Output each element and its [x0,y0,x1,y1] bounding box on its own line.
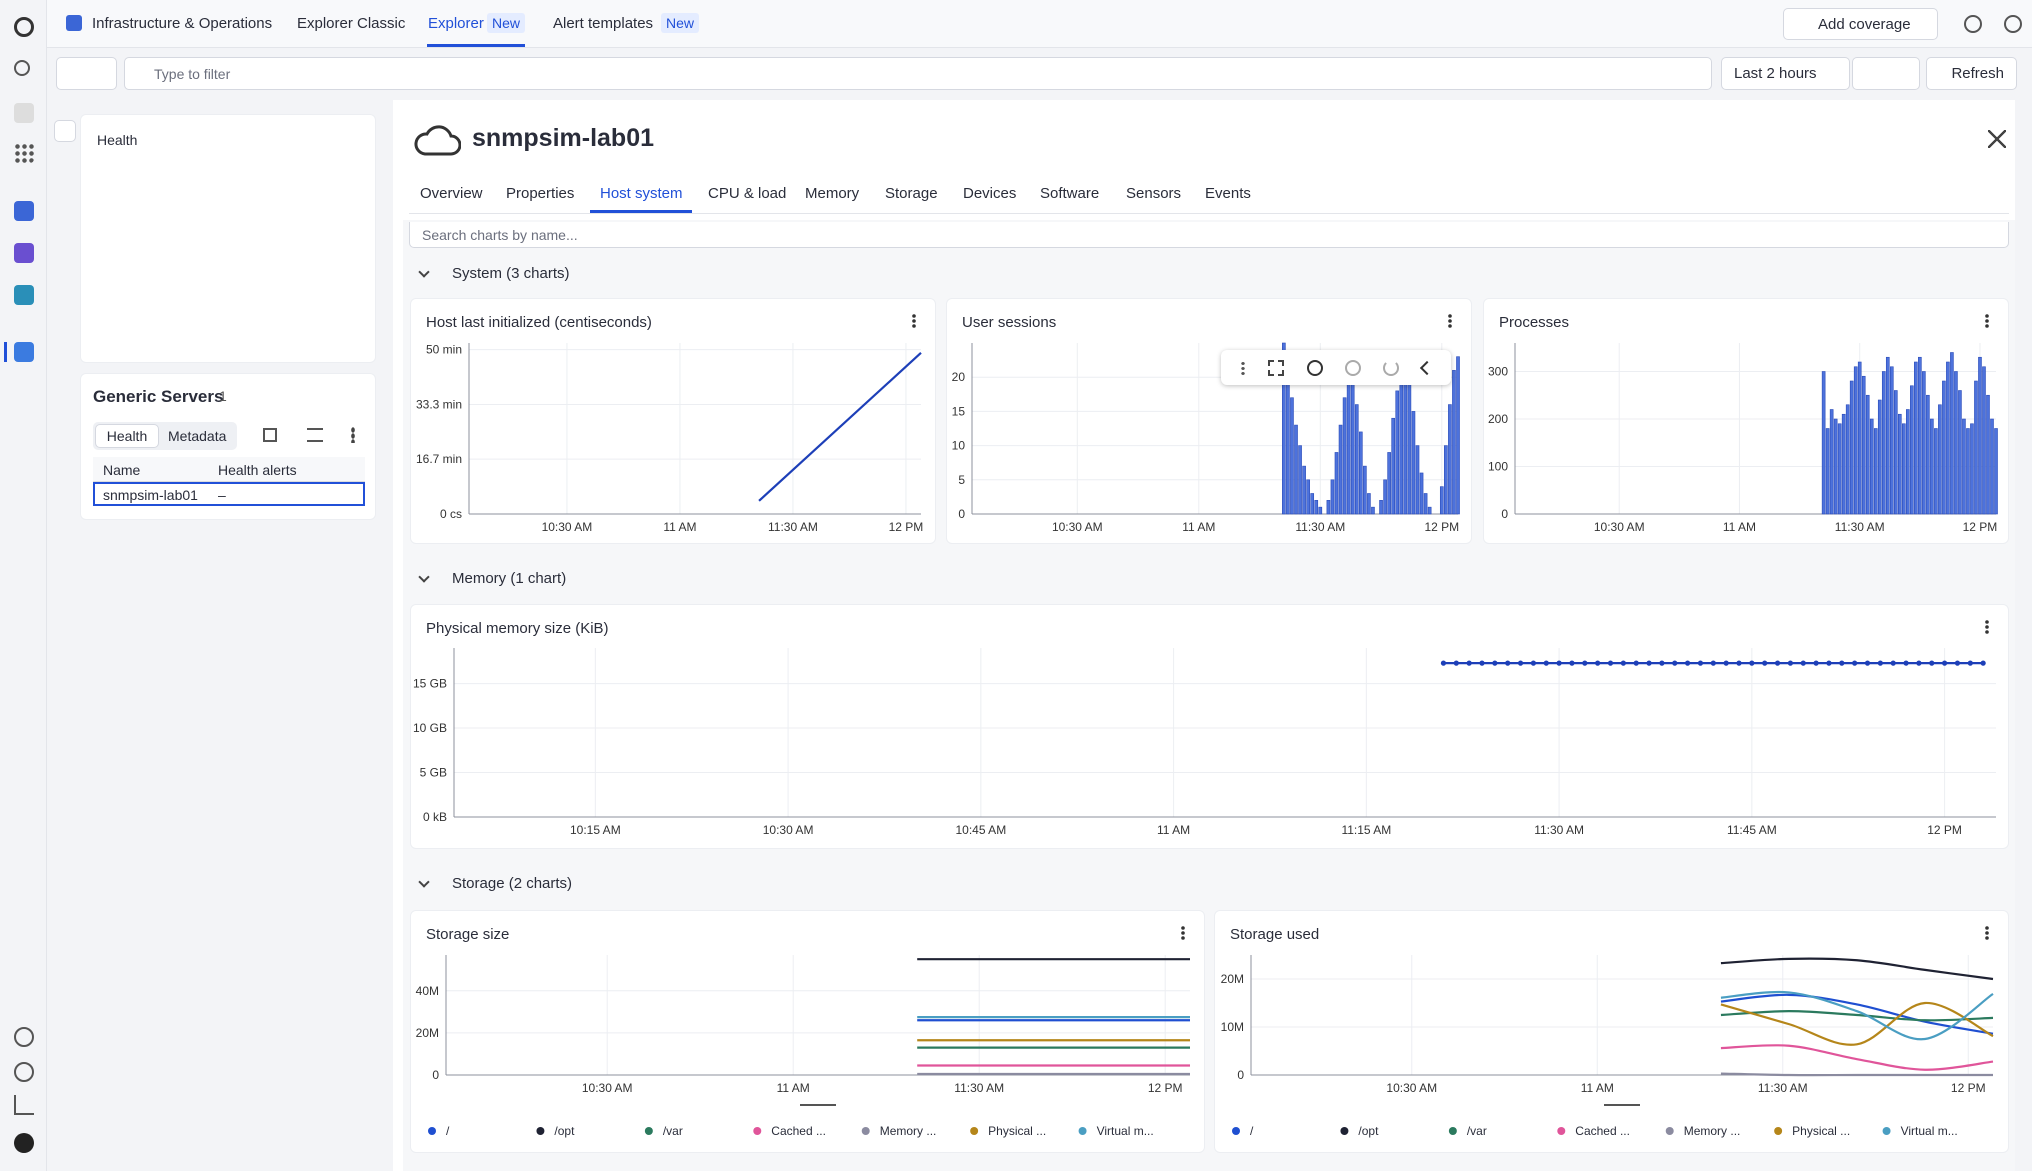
menu-icon[interactable] [351,427,355,443]
logo[interactable] [14,17,34,37]
placeholder: Type to filter [154,65,231,82]
expand-panel[interactable] [54,120,76,142]
stats-icon[interactable] [14,1095,34,1115]
time-shift[interactable] [1852,57,1920,90]
button-label: Last 2 hours [1734,65,1817,82]
app-icon[interactable] [14,201,34,221]
drag-handle[interactable] [1240,360,1247,375]
entity-type-picker[interactable] [56,57,117,90]
help-icon[interactable] [2004,15,2022,33]
column-header: Health alerts [218,462,297,478]
column-header: Name [103,462,141,478]
chart-card [410,910,1205,1153]
top-bar: Infrastructure & Operations Explorer Cla… [47,0,2032,48]
filter-input[interactable]: Type to filter [124,57,1712,90]
search-icon[interactable] [14,60,30,76]
cell: snmpsim-lab01 [103,487,198,503]
tab[interactable]: Software [1040,185,1100,202]
timeframe-button[interactable]: Last 2 hours [1721,57,1850,90]
columns-icon[interactable] [263,428,277,442]
tab[interactable]: Storage [885,185,938,202]
nav-tab[interactable]: Alert templates [553,15,654,32]
table-header: Name Health alerts [93,457,365,482]
count: 1 [219,388,227,404]
tab[interactable]: CPU & load [708,185,787,202]
tab[interactable]: Properties [506,185,575,202]
collapse[interactable] [1419,360,1434,375]
tab[interactable]: Metadata [168,428,227,444]
chart-card [1214,910,2009,1153]
zoom-in[interactable] [1306,359,1323,376]
select-tool[interactable] [1268,359,1285,376]
tab-label: Health [106,428,148,444]
section-header[interactable]: System (3 charts) [452,265,570,282]
add-coverage-button[interactable]: Add coverage [1783,8,1938,40]
card-title: Health [97,132,138,148]
refresh-button[interactable]: Refresh [1926,57,2017,90]
button-label: Refresh [1951,65,2004,82]
tab[interactable]: Health [95,424,159,448]
zoom-out[interactable] [1345,359,1362,376]
placeholder: Search charts by name... [422,226,578,243]
chart-toolbar [1221,350,1451,385]
tab[interactable]: Events [1205,185,1251,202]
ai-icon[interactable] [14,103,34,123]
user-icon[interactable] [14,1133,34,1153]
table-row[interactable]: snmpsim-lab01 – [93,482,365,506]
cloud-icon [414,125,461,156]
cell: – [218,487,226,503]
close-button[interactable] [1988,130,2006,148]
tab[interactable]: Host system [600,185,683,202]
app-icon[interactable] [14,342,34,362]
chart-card [410,298,936,544]
nav-tab[interactable]: Explorer [428,15,484,32]
section-header[interactable]: Storage (2 charts) [452,875,573,892]
expand-icon[interactable] [14,1027,34,1047]
nav-tab[interactable]: Explorer Classic [297,15,406,32]
active-underline [427,44,525,47]
section-header[interactable]: Memory (1 chart) [452,570,567,587]
chart-card [946,298,1472,544]
new-badge: New [487,13,526,33]
app-icon[interactable] [14,285,34,305]
tab-separator [409,213,2009,214]
health-card: Health [80,114,376,363]
button-label: Add coverage [1818,15,1911,33]
settings-icon[interactable] [1964,15,1982,33]
active-tab-underline [590,210,692,213]
help-icon[interactable] [14,1062,34,1082]
card-title: Generic Servers [93,387,224,406]
wrap-icon[interactable] [307,428,323,442]
apps-icon[interactable] [14,143,34,163]
app-name: Infrastructure & Operations [92,15,273,32]
tab[interactable]: Overview [420,185,483,202]
icon-rail [0,0,47,1171]
servers-card: Generic Servers 1 Health Metadata Name H… [80,373,376,520]
reset-zoom[interactable] [1383,359,1400,376]
chart-card [1483,298,2009,544]
tab[interactable]: Memory [805,185,860,202]
tab[interactable]: Sensors [1126,185,1182,202]
new-badge: New [661,13,700,33]
app-icon[interactable] [14,243,34,263]
tab[interactable]: Devices [963,185,1017,202]
chart-card [410,604,2009,849]
chart-search[interactable]: Search charts by name... [409,222,2009,248]
app-logo [66,15,82,31]
active-indicator [4,342,7,362]
entity-title: snmpsim-lab01 [472,124,655,152]
